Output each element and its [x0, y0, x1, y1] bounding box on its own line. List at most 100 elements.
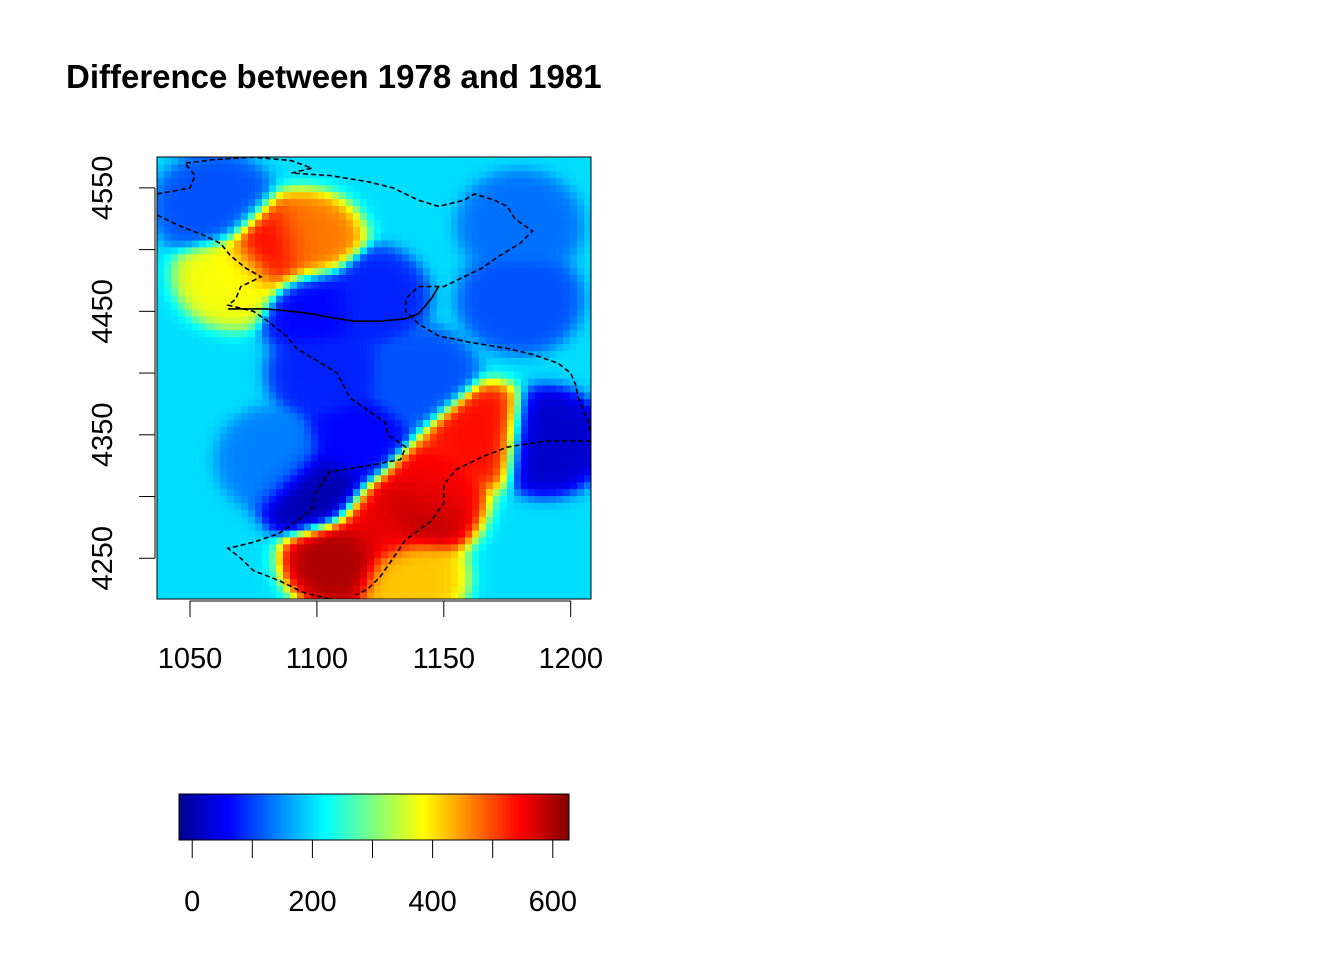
- heat-cell: [346, 453, 354, 462]
- heat-cell: [241, 419, 249, 427]
- heat-cell: [521, 205, 529, 213]
- heat-cell: [297, 481, 305, 490]
- heat-cell: [206, 557, 214, 566]
- heat-cell: [262, 274, 270, 282]
- heat-cell: [318, 157, 326, 165]
- heat-cell: [437, 426, 445, 434]
- heat-cell: [283, 357, 291, 365]
- heat-cell: [542, 426, 550, 434]
- heat-cell: [213, 433, 221, 441]
- heat-cell: [164, 426, 172, 434]
- heat-cell: [409, 371, 417, 379]
- heat-cell: [353, 509, 361, 517]
- heat-cell: [479, 536, 487, 545]
- heat-cell: [227, 447, 235, 455]
- heat-cell: [353, 426, 361, 434]
- heat-cell: [262, 412, 270, 421]
- heat-cell: [563, 343, 571, 351]
- heat-cell: [346, 226, 354, 234]
- heat-cell: [346, 364, 354, 372]
- heat-cell: [444, 274, 452, 282]
- heat-cell: [241, 157, 249, 165]
- heat-cell: [514, 329, 522, 338]
- heat-cell: [507, 516, 515, 524]
- heat-cell: [304, 315, 312, 324]
- heat-cell: [234, 460, 242, 469]
- heat-cell: [584, 295, 591, 303]
- heat-cell: [521, 302, 529, 310]
- heat-cell: [374, 302, 382, 310]
- heat-cell: [283, 426, 291, 434]
- heat-cell: [206, 177, 214, 186]
- heat-cell: [479, 205, 487, 213]
- heat-cell: [584, 529, 591, 538]
- heat-cell: [318, 384, 326, 393]
- heat-cell: [535, 419, 543, 427]
- heat-cell: [528, 343, 536, 351]
- heat-cell: [311, 516, 319, 524]
- heat-cell: [241, 391, 249, 400]
- heat-cell: [206, 536, 214, 545]
- heat-cell: [311, 198, 319, 206]
- heat-cell: [514, 177, 522, 186]
- heat-cell: [262, 219, 270, 227]
- heat-cell: [353, 578, 361, 586]
- heat-cell: [206, 502, 214, 510]
- heat-cell: [276, 502, 284, 510]
- heat-cell: [374, 212, 382, 220]
- heat-cell: [325, 170, 333, 179]
- heat-cell: [430, 198, 438, 206]
- heat-cell: [465, 398, 473, 407]
- heat-cell: [353, 384, 361, 393]
- heat-cell: [283, 384, 291, 393]
- heat-cell: [556, 509, 564, 517]
- heat-cell: [332, 440, 340, 448]
- heat-cell: [220, 191, 228, 200]
- heat-cell: [199, 260, 207, 269]
- heat-cell: [283, 239, 291, 248]
- heat-cell: [178, 384, 186, 393]
- heat-cell: [255, 288, 263, 296]
- heat-cell: [486, 495, 494, 503]
- heat-cell: [339, 219, 347, 227]
- heat-cell: [472, 232, 480, 241]
- heat-cell: [423, 246, 431, 255]
- heat-cell: [248, 529, 256, 538]
- heat-cell: [577, 170, 585, 179]
- heat-cell: [227, 336, 235, 345]
- heat-cell: [178, 239, 186, 248]
- heat-cell: [353, 281, 361, 289]
- heat-cell: [339, 205, 347, 213]
- heat-cell: [227, 274, 235, 282]
- heat-cell: [346, 426, 354, 434]
- heat-cell: [388, 453, 396, 462]
- heat-cell: [304, 384, 312, 393]
- heat-cell: [234, 357, 242, 365]
- heat-cell: [283, 260, 291, 269]
- heat-cell: [353, 343, 361, 351]
- heat-cell: [178, 246, 186, 255]
- heat-cell: [549, 488, 557, 497]
- heat-cell: [164, 267, 172, 276]
- heat-cell: [493, 260, 501, 269]
- heat-cell: [479, 246, 487, 255]
- heat-cell: [325, 281, 333, 289]
- heat-cell: [528, 288, 536, 296]
- heat-cell: [234, 170, 242, 179]
- heat-cell: [325, 205, 333, 213]
- heat-cell: [584, 226, 591, 234]
- heat-cell: [171, 336, 179, 345]
- heat-cell: [584, 191, 591, 200]
- heat-cell: [556, 543, 564, 552]
- heat-cell: [353, 295, 361, 303]
- heat-cell: [346, 391, 354, 400]
- heat-cell: [248, 253, 256, 262]
- heat-cell: [577, 592, 585, 599]
- heat-cell: [507, 191, 515, 200]
- heat-cell: [311, 177, 319, 186]
- heat-cell: [528, 426, 536, 434]
- heat-cell: [206, 578, 214, 586]
- heat-cell: [423, 302, 431, 310]
- heat-cell: [213, 592, 221, 599]
- heat-cell: [437, 433, 445, 441]
